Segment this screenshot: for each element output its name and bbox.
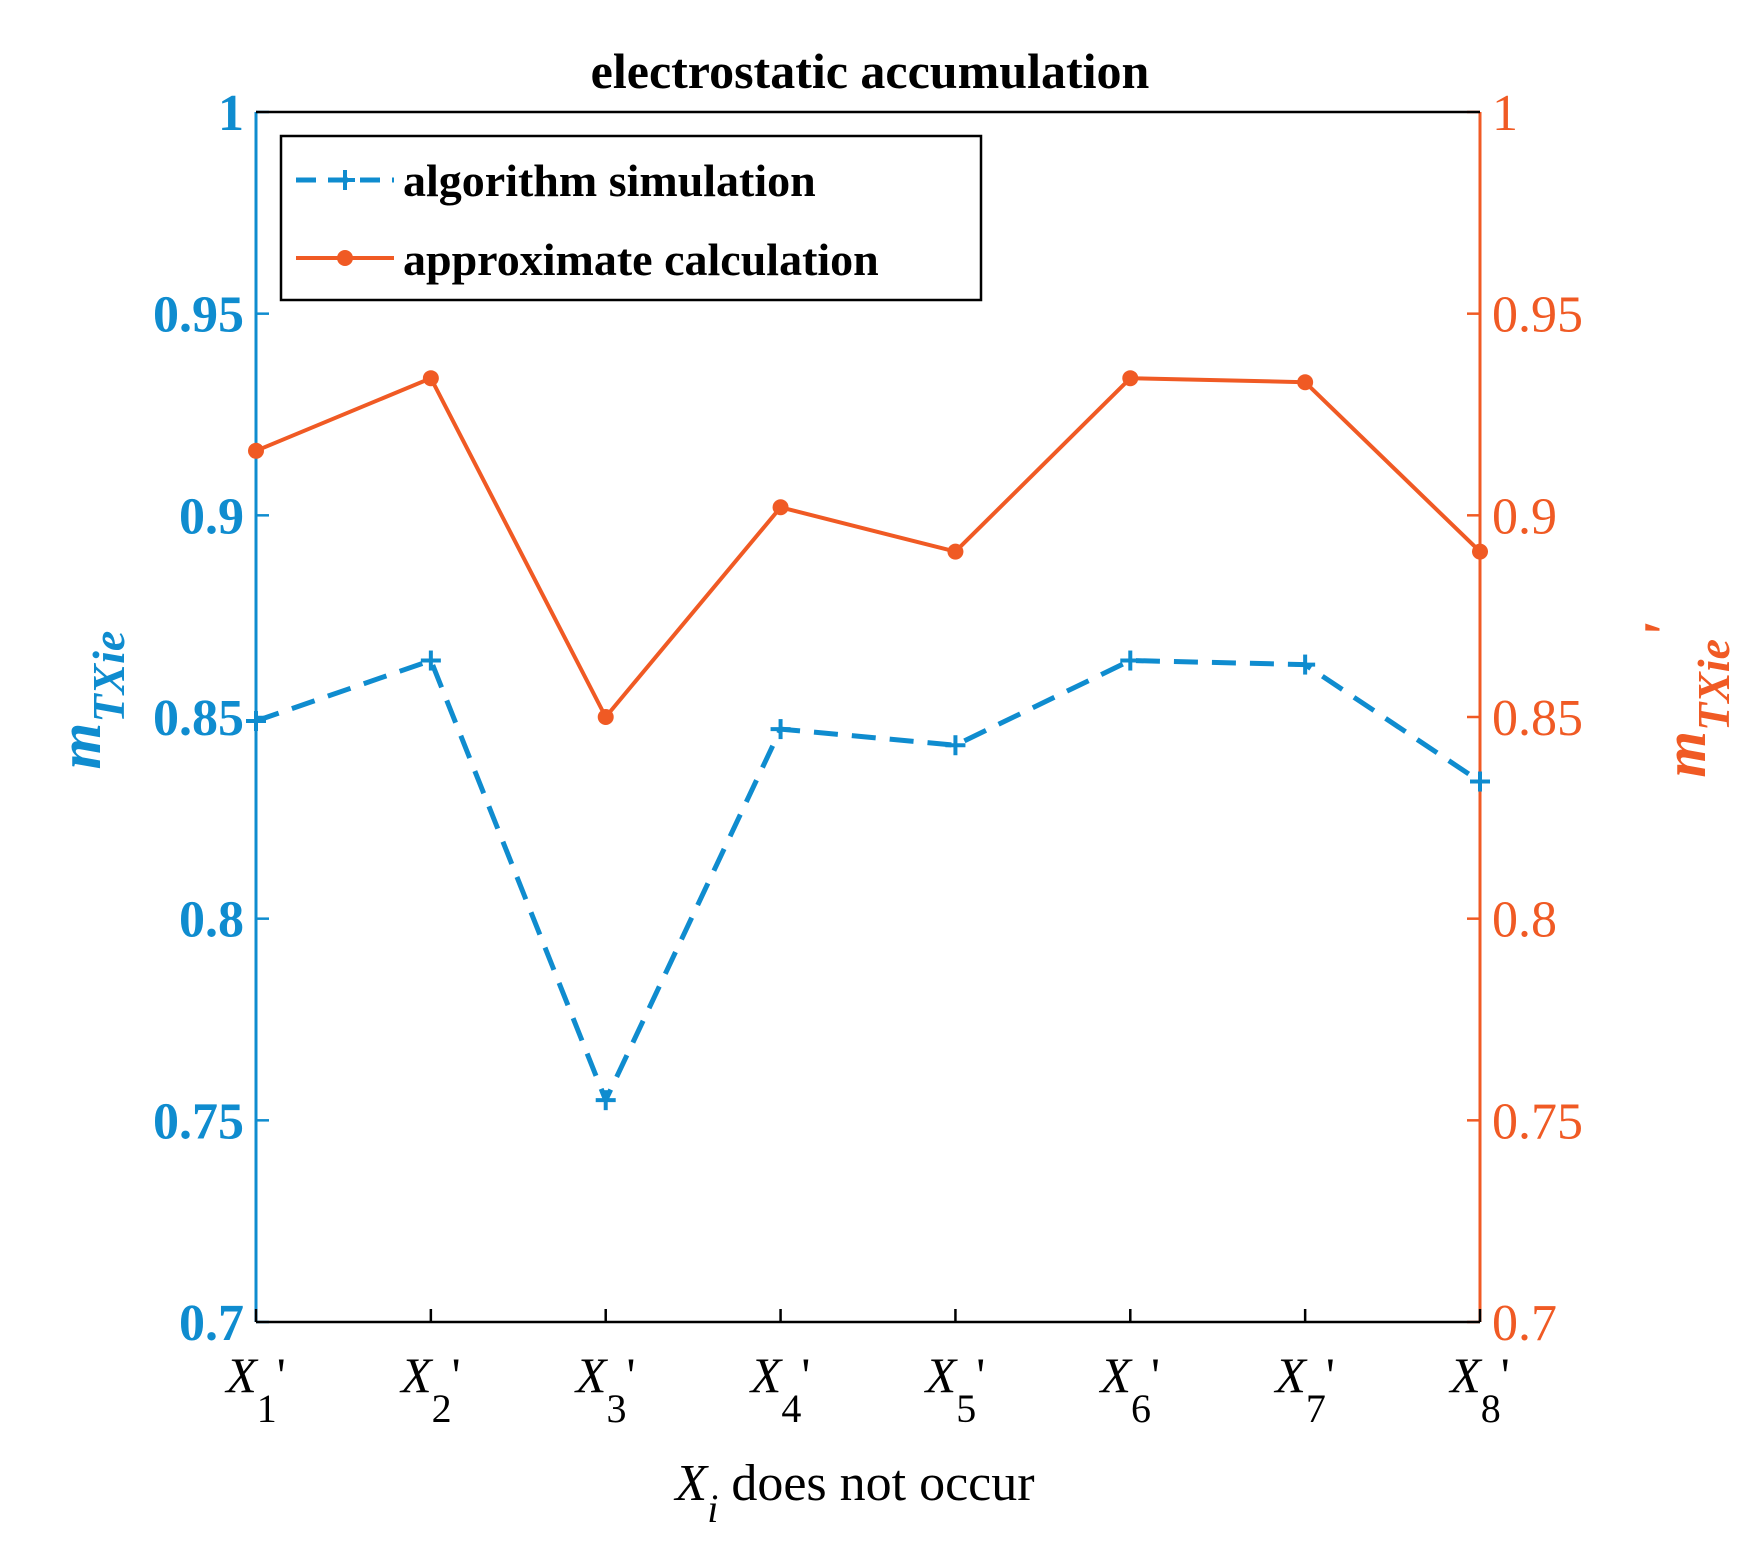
x-tick-label: X2' <box>399 1347 461 1431</box>
x-tick-sub: 7 <box>1306 1386 1326 1431</box>
chart-title: electrostatic accumulation <box>591 43 1150 99</box>
right-tick-label: 1 <box>1492 85 1518 142</box>
right-tick-label: 0.75 <box>1492 1093 1583 1150</box>
right-y-label-prime: ' <box>1632 622 1698 639</box>
series-line-approximate-calculation <box>255 376 1482 719</box>
x-axis-label: Xi does not occur <box>673 1455 1034 1531</box>
legend-label-approximate-calculation: approximate calculation <box>403 234 879 285</box>
legend-marker-dot <box>337 250 353 266</box>
x-tick-sub: 5 <box>956 1386 976 1431</box>
right-tick-label: 0.8 <box>1492 892 1557 949</box>
legend: algorithm simulation approximate calcula… <box>279 134 983 302</box>
x-tick-var: X <box>224 1347 259 1403</box>
x-tick-var: X <box>924 1347 959 1403</box>
x-tick-sub: 8 <box>1481 1386 1501 1431</box>
left-y-label-var: m <box>47 723 113 770</box>
x-tick-var: X <box>1448 1347 1483 1403</box>
x-tick-prime: ' <box>1151 1347 1160 1403</box>
data-point-algorithm-simulation <box>595 1090 616 1111</box>
x-tick-prime: ' <box>277 1347 286 1403</box>
x-tick-sub: 6 <box>1131 1386 1151 1431</box>
legend-label-algorithm-simulation: algorithm simulation <box>403 155 816 206</box>
data-point-algorithm-simulation <box>1120 650 1141 671</box>
x-tick-var: X <box>399 1347 434 1403</box>
x-tick-var: X <box>574 1347 609 1403</box>
x-tick-var: X <box>749 1347 784 1403</box>
x-axis-label-text: does not occur <box>718 1455 1034 1512</box>
data-point-approximate-calculation <box>1297 374 1314 391</box>
x-tick-label: X3' <box>574 1347 636 1431</box>
left-y-label-sub: TXie <box>83 631 134 723</box>
legend-item-algorithm-simulation: algorithm simulation <box>296 155 816 206</box>
data-point-approximate-calculation <box>597 709 614 725</box>
data-point-approximate-calculation <box>1472 543 1488 560</box>
right-y-label-sub: TXie <box>1688 639 1739 731</box>
data-point-algorithm-simulation <box>770 719 791 740</box>
x-tick-label: X5' <box>924 1347 986 1431</box>
data-point-approximate-calculation <box>772 499 789 516</box>
x-tick-label: X7' <box>1273 1347 1335 1431</box>
x-tick-sub: 2 <box>432 1386 452 1431</box>
x-tick-prime: ' <box>1326 1347 1335 1403</box>
data-point-algorithm-simulation <box>246 711 266 732</box>
series-layer <box>246 370 1490 1111</box>
series-line-algorithm-simulation <box>255 658 1482 1103</box>
data-point-approximate-calculation <box>248 442 264 459</box>
data-point-approximate-calculation <box>947 543 964 560</box>
legend-item-approximate-calculation: approximate calculation <box>296 234 879 285</box>
x-tick-prime: ' <box>452 1347 461 1403</box>
x-tick-prime: ' <box>976 1347 985 1403</box>
left-y-axis: 0.7 0.75 0.8 0.85 0.9 0.95 1 <box>153 85 269 1352</box>
x-tick-prime: ' <box>801 1347 810 1403</box>
x-tick-label: X4' <box>749 1347 811 1431</box>
x-tick-var: X <box>1099 1347 1134 1403</box>
right-y-axis-label: mTXie' <box>1632 622 1739 777</box>
left-tick-label: 0.75 <box>153 1093 244 1150</box>
left-tick-label: 1 <box>218 85 244 142</box>
left-tick-label: 0.95 <box>153 287 244 344</box>
left-tick-label: 0.9 <box>179 488 244 545</box>
right-tick-label: 0.95 <box>1492 287 1583 344</box>
data-point-approximate-calculation <box>1122 370 1139 387</box>
left-tick-label: 0.85 <box>153 690 244 747</box>
data-point-algorithm-simulation <box>420 650 441 671</box>
x-tick-var: X <box>1273 1347 1308 1403</box>
right-y-label-var: m <box>1652 731 1718 778</box>
x-tick-sub: 3 <box>606 1386 626 1431</box>
data-point-approximate-calculation <box>422 370 439 387</box>
x-axis-label-var: X <box>673 1455 709 1512</box>
left-tick-label: 0.8 <box>179 892 244 949</box>
x-axis-label-sub: i <box>707 1486 718 1531</box>
x-tick-label: X1' <box>224 1347 286 1431</box>
x-tick-label: X6' <box>1099 1347 1161 1431</box>
right-tick-label: 0.85 <box>1492 690 1583 747</box>
x-tick-label: X8' <box>1448 1347 1510 1431</box>
x-tick-prime: ' <box>1501 1347 1510 1403</box>
left-tick-label: 0.7 <box>179 1295 244 1352</box>
left-y-axis-label: mTXie <box>47 631 134 770</box>
data-point-algorithm-simulation <box>1295 654 1316 675</box>
x-tick-sub: 4 <box>781 1386 801 1431</box>
x-tick-sub: 1 <box>257 1386 277 1431</box>
legend-box <box>279 134 983 302</box>
x-axis: X1' X2' X3' X4' X5' X6' X7' X8' <box>224 110 1510 1431</box>
right-tick-label: 0.7 <box>1492 1295 1557 1352</box>
right-tick-label: 0.9 <box>1492 488 1557 545</box>
data-point-algorithm-simulation <box>1470 771 1490 792</box>
x-tick-prime: ' <box>626 1347 635 1403</box>
right-y-axis: 0.7 0.75 0.8 0.85 0.9 0.95 1 <box>1467 85 1583 1352</box>
data-point-algorithm-simulation <box>945 735 966 756</box>
